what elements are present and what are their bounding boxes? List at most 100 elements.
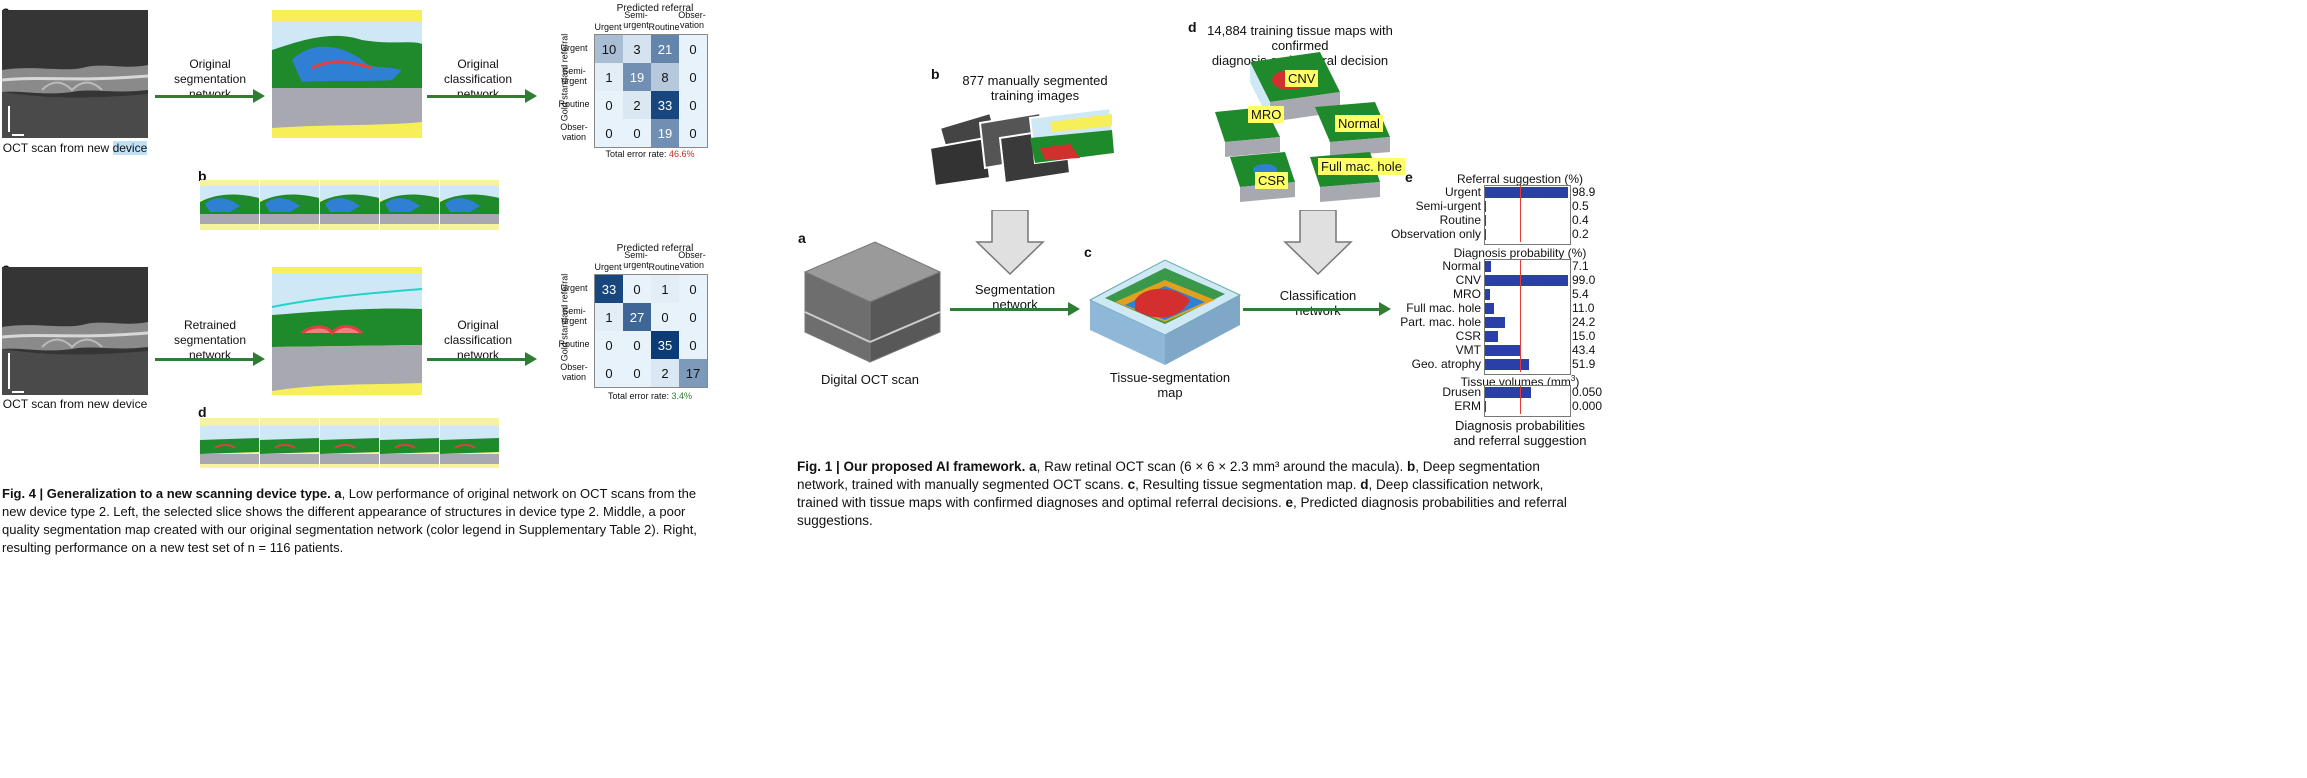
training-images-stack — [930, 108, 1117, 188]
segmentation-map-a — [272, 10, 422, 138]
oct-label-a-highlight: device — [112, 141, 148, 155]
tissue-threshold-line — [1520, 386, 1521, 414]
arrow3 — [155, 352, 265, 366]
diagnosis-tag: Normal — [1335, 115, 1383, 132]
diagnosis-name: Normal — [1442, 259, 1481, 273]
referral-threshold-line — [1520, 186, 1521, 242]
thumbnail-segmentation — [440, 180, 500, 230]
referral-title: Referral suggestion (%) — [1456, 172, 1584, 186]
diagnosis-value: 24.2 — [1572, 315, 1596, 329]
diagnosis-tag: CSR — [1255, 172, 1289, 189]
fig4-caption-text: , Low performance of original network on… — [2, 486, 697, 555]
referral-name: Routine — [1439, 213, 1481, 227]
cm-row-label: Obser- vation — [560, 122, 588, 142]
cm-cell: 3 — [623, 35, 651, 63]
tissue-value: 0.000 — [1572, 399, 1603, 413]
cm-bottom-grid: 33 0 1 0 1 27 0 0 0 0 35 0 0 0 2 17 — [594, 274, 708, 388]
cm-cell: 0 — [623, 119, 651, 147]
cm-cell: 27 — [623, 303, 651, 331]
arrow4-label: Original classification network — [443, 318, 513, 362]
diagnosis-tag: MRO — [1248, 106, 1285, 123]
thumbnail-segmentation — [320, 180, 380, 230]
cm-top-error-value: 46.6% — [669, 149, 695, 159]
oct-label-a-prefix: OCT scan from new — [2, 141, 113, 155]
confusion-matrix-bottom: Predicted referral Urgent Semi- urgent Rou… — [550, 240, 720, 401]
diagnosis-bar — [1485, 289, 1490, 300]
segmentation-map-a-shapes — [272, 22, 422, 128]
cm-col-label: Urgent — [594, 262, 622, 272]
cm-cell: 19 — [651, 119, 679, 147]
diagnosis-tag: Full mac. hole — [1318, 158, 1405, 175]
diagnosis-value: 51.9 — [1572, 357, 1596, 371]
thumbnail-segmentation — [200, 418, 260, 468]
diagnosis-name: CNV — [1455, 273, 1481, 287]
diagnosis-name: VMT — [1455, 343, 1481, 357]
cm-col-label: Routine — [648, 262, 680, 272]
arrow1 — [155, 89, 265, 103]
cm-cell: 17 — [679, 359, 707, 387]
cm-bottom-error-value: 3.4% — [671, 391, 693, 401]
cm-cell: 0 — [623, 331, 651, 359]
diagnosis-value: 15.0 — [1572, 329, 1596, 343]
digital-oct-cube — [803, 241, 942, 363]
cm-cell: 2 — [651, 359, 679, 387]
cm-cell: 0 — [595, 119, 623, 147]
referral-bar — [1485, 201, 1486, 212]
down-arrow-segmentation — [975, 210, 1045, 276]
cm-cell: 0 — [679, 303, 707, 331]
fig1-panel-a-letter: a — [798, 230, 806, 246]
arrow-classification — [1243, 302, 1391, 316]
fig1-a-label: Digital OCT scan — [820, 372, 919, 387]
fig4-panel-b-letter: b — [198, 168, 207, 184]
thumbnail-segmentation — [260, 180, 320, 230]
diagnosis-bar — [1485, 317, 1506, 328]
thumbnail-segmentation — [260, 418, 320, 468]
cm-top-grid: 10 3 21 0 1 19 8 0 0 2 33 0 0 0 19 0 — [594, 34, 708, 148]
cm-cell: 0 — [679, 275, 707, 303]
fig4-caption-title: Fig. 4 | Generalization to a new scannin… — [2, 486, 331, 501]
cm-col-label: Semi- urgent — [623, 10, 649, 30]
cm-cell: 2 — [623, 91, 651, 119]
diagnosis-value: 43.4 — [1572, 343, 1596, 357]
tissue-name: Drusen — [1442, 385, 1481, 399]
diagnosis-name: CSR — [1455, 329, 1481, 343]
thumbnail-segmentation — [320, 418, 380, 468]
referral-name: Semi-urgent — [1415, 199, 1481, 213]
cm-cell: 35 — [651, 331, 679, 359]
cm-cell: 0 — [595, 331, 623, 359]
fig1-caption: Fig. 1 | Our proposed AI framework. a, R… — [797, 458, 1587, 530]
diagnosis-bar — [1485, 359, 1529, 370]
cm-cell: 1 — [595, 63, 623, 91]
fig4-caption-a: a — [330, 486, 342, 501]
segmentation-map-c-shapes — [272, 273, 422, 391]
cm-top-error-prefix: Total error rate: — [605, 149, 669, 159]
fig1-panel-e-letter: e — [1405, 169, 1413, 185]
fig1-caption-letter: c — [1127, 477, 1136, 492]
fig1-caption-text: , Raw retinal OCT scan (6 × 6 × 2.3 mm³ … — [1036, 459, 1407, 474]
diagnosis-name: Geo. atrophy — [1411, 357, 1481, 371]
fig1-caption-letter: a — [1025, 459, 1037, 474]
fig4-panel-d-letter: d — [198, 404, 207, 420]
diagnosis-bar — [1485, 261, 1491, 272]
tissue-segmentation-map-3d — [1088, 259, 1242, 365]
diagnosis-value: 11.0 — [1572, 301, 1595, 315]
oct-scan-texture-c — [2, 267, 148, 395]
cm-row-label: Urgent — [560, 283, 588, 293]
cm-cell: 10 — [595, 35, 623, 63]
tissue-bar — [1485, 387, 1532, 398]
fig1-b-label: 877 manually segmented training images — [962, 73, 1108, 103]
referral-name: Urgent — [1444, 185, 1481, 199]
cm-cell: 1 — [595, 303, 623, 331]
cm-cell: 0 — [623, 359, 651, 387]
cm-cell: 0 — [679, 119, 707, 147]
diagnosis-bar — [1485, 275, 1569, 286]
cm-cell: 0 — [679, 63, 707, 91]
diagnosis-bar — [1485, 303, 1495, 314]
fig1-e-bottom-label: Diagnosis probabilities and referral sug… — [1453, 418, 1587, 448]
cm-bottom-title: Predicted referral — [616, 243, 694, 254]
arrow2 — [427, 89, 537, 103]
cls-net-label: Classification network — [1279, 288, 1357, 318]
diagnosis-tag: CNV — [1285, 70, 1319, 87]
tissue-value: 0.050 — [1572, 385, 1603, 399]
cm-col-label: Obser- vation — [678, 10, 706, 30]
